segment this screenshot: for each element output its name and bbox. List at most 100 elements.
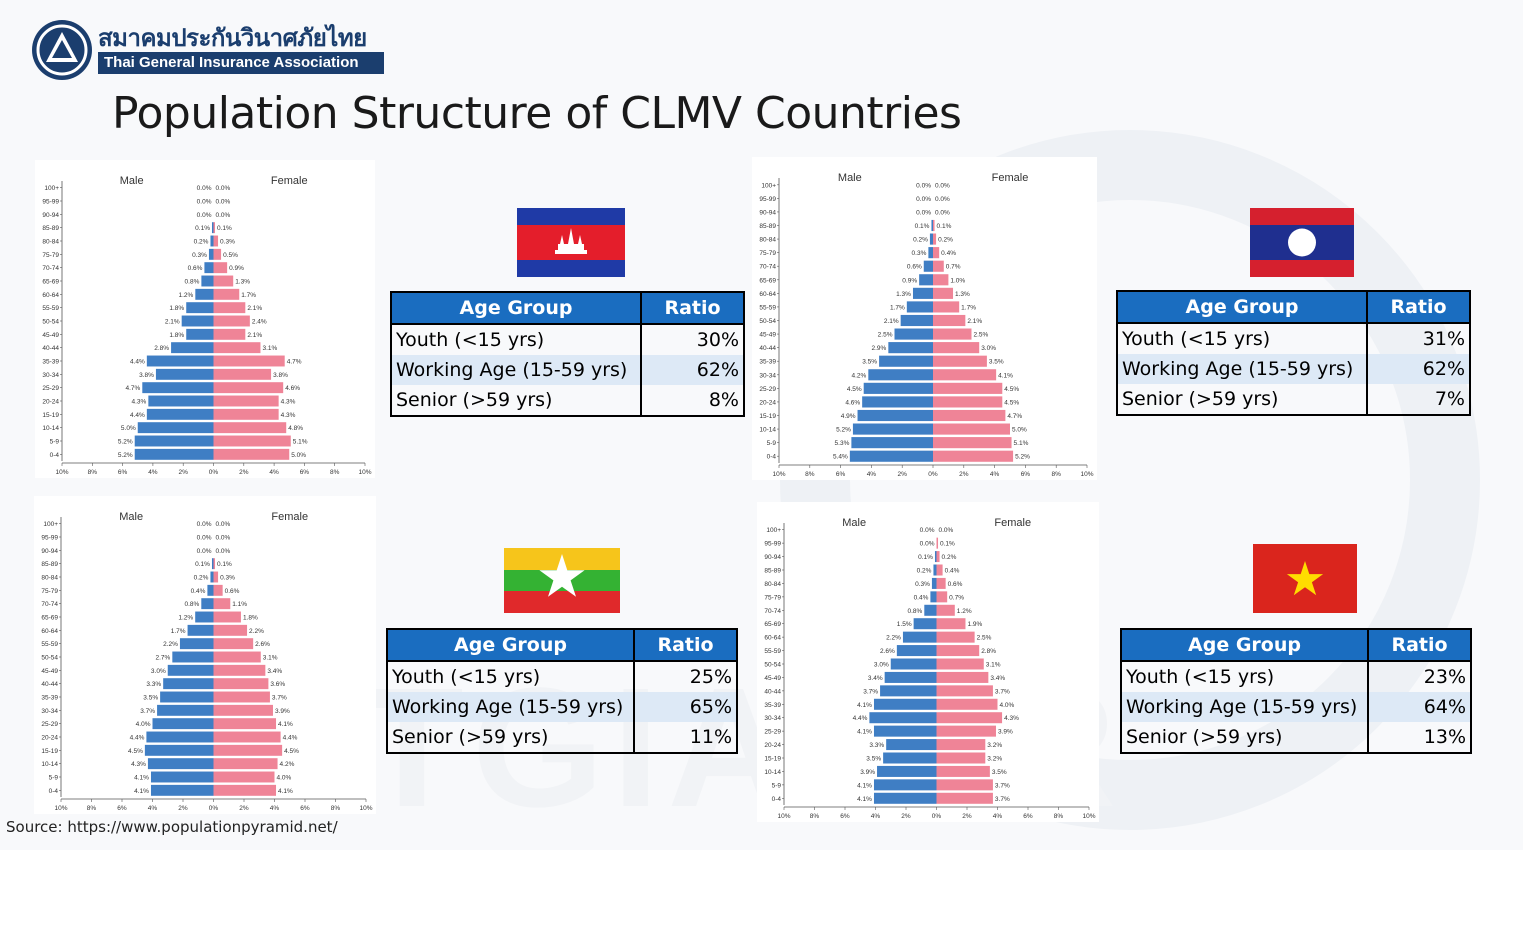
male-value-label: 0.0% bbox=[920, 527, 935, 534]
pyramid-svg: Male Female 100+ 0.0% 0.0% 95-99 0.0% 0.0% 90-94… bbox=[42, 175, 371, 476]
x-tick-label: 2% bbox=[178, 469, 188, 476]
ratio-cell: 13% bbox=[1423, 726, 1466, 748]
x-tick-label: 4% bbox=[148, 469, 158, 476]
male-value-label: 3.0% bbox=[874, 662, 889, 669]
female-value-label: 0.9% bbox=[229, 265, 244, 272]
female-bar bbox=[213, 704, 273, 716]
age-group-cell: Senior (>59 yrs) bbox=[391, 385, 642, 416]
male-bar bbox=[171, 342, 214, 354]
age-tick-label: 35-39 bbox=[42, 359, 59, 366]
female-bar bbox=[213, 691, 270, 703]
male-label: Male bbox=[120, 175, 144, 187]
male-bar bbox=[931, 577, 937, 589]
age-tick-label: 30-34 bbox=[42, 372, 59, 379]
age-tick-label: 40-44 bbox=[764, 688, 781, 695]
female-bar bbox=[213, 435, 291, 447]
male-value-label: 0.2% bbox=[194, 575, 209, 582]
x-tick-label: 4% bbox=[270, 805, 280, 812]
male-value-label: 2.2% bbox=[163, 641, 178, 648]
female-bar bbox=[213, 624, 248, 636]
male-bar bbox=[869, 712, 937, 724]
female-bar bbox=[936, 779, 993, 791]
female-bar bbox=[213, 235, 219, 247]
age-tick-label: 45-49 bbox=[41, 668, 58, 675]
x-tick-label: 10% bbox=[772, 471, 785, 478]
female-bar bbox=[213, 571, 219, 583]
male-value-label: 4.9% bbox=[841, 413, 856, 420]
age-tick-label: 100+ bbox=[44, 185, 59, 192]
female-bar bbox=[933, 287, 954, 299]
male-bar bbox=[862, 396, 933, 408]
male-value-label: 3.7% bbox=[863, 688, 878, 695]
ratio-header: Ratio bbox=[640, 291, 745, 325]
vietnam-population-pyramid: Male Female 100+ 0.0% 0.0% 95-99 0.0% 0.1% 90-94… bbox=[757, 502, 1099, 822]
x-tick-label: 0% bbox=[209, 469, 219, 476]
male-bar bbox=[912, 287, 933, 299]
female-bar bbox=[213, 342, 261, 354]
female-bar bbox=[936, 618, 966, 630]
female-value-label: 3.1% bbox=[986, 662, 1001, 669]
female-value-label: 3.7% bbox=[995, 782, 1010, 789]
female-value-label: 2.1% bbox=[247, 332, 262, 339]
male-bar bbox=[211, 222, 214, 234]
x-tick-label: 4% bbox=[871, 813, 881, 820]
table-row: Working Age (15-59 yrs) 65% bbox=[387, 692, 737, 722]
age-tick-label: 20-24 bbox=[759, 399, 776, 406]
male-bar bbox=[863, 382, 933, 394]
female-value-label: 4.7% bbox=[1007, 413, 1022, 420]
age-tick-label: 55-59 bbox=[759, 304, 776, 311]
female-bar bbox=[936, 631, 975, 643]
age-tick-label: 15-19 bbox=[759, 413, 776, 420]
age-tick-label: 90-94 bbox=[41, 548, 58, 555]
male-value-label: 2.6% bbox=[880, 648, 895, 655]
age-tick-label: 5-9 bbox=[49, 775, 59, 782]
laos-flag bbox=[1250, 208, 1354, 277]
age-tick-label: 35-39 bbox=[41, 695, 58, 702]
male-value-label: 4.4% bbox=[853, 715, 868, 722]
female-bar bbox=[936, 564, 943, 576]
x-tick-label: 8% bbox=[331, 805, 341, 812]
female-value-label: 4.5% bbox=[284, 748, 299, 755]
male-value-label: 3.7% bbox=[140, 708, 155, 715]
table-row: Senior (>59 yrs) 8% bbox=[391, 385, 744, 416]
age-tick-label: 85-89 bbox=[41, 561, 58, 568]
male-value-label: 1.2% bbox=[178, 615, 193, 622]
male-bar bbox=[868, 369, 933, 381]
female-value-label: 1.9% bbox=[967, 621, 982, 628]
age-tick-label: 10-14 bbox=[41, 761, 58, 768]
x-tick-label: 4% bbox=[990, 471, 1000, 478]
female-value-label: 1.2% bbox=[957, 608, 972, 615]
pyramid-svg: Male Female 100+ 0.0% 0.0% 95-99 0.0% 0.0% 90-94… bbox=[759, 172, 1093, 478]
female-bar bbox=[933, 437, 1012, 449]
male-value-label: 0.3% bbox=[192, 252, 207, 259]
male-value-label: 5.2% bbox=[118, 452, 133, 459]
female-label: Female bbox=[271, 511, 308, 523]
ratio-header: Ratio bbox=[1367, 628, 1472, 662]
female-bar bbox=[213, 558, 216, 570]
x-tick-label: 8% bbox=[330, 469, 340, 476]
female-bar bbox=[213, 651, 261, 663]
x-tick-label: 8% bbox=[1054, 813, 1064, 820]
female-bar bbox=[933, 355, 987, 367]
female-bar bbox=[933, 423, 1010, 435]
male-bar bbox=[851, 437, 933, 449]
male-value-label: 0.8% bbox=[907, 608, 922, 615]
female-value-label: 2.1% bbox=[247, 305, 262, 312]
male-bar bbox=[201, 598, 214, 610]
ratio-cell: 30% bbox=[641, 323, 744, 355]
age-tick-label: 5-9 bbox=[50, 439, 60, 446]
male-value-label: 0.2% bbox=[194, 239, 209, 246]
male-value-label: 4.5% bbox=[847, 386, 862, 393]
female-value-label: 3.5% bbox=[992, 769, 1007, 776]
female-value-label: 0.0% bbox=[216, 199, 231, 206]
male-bar bbox=[187, 624, 214, 636]
x-tick-label: 6% bbox=[1023, 813, 1033, 820]
age-tick-label: 20-24 bbox=[42, 399, 59, 406]
female-value-label: 0.1% bbox=[937, 223, 952, 230]
male-bar bbox=[150, 771, 214, 783]
female-bar bbox=[213, 784, 277, 796]
x-tick-label: 8% bbox=[87, 805, 97, 812]
age-tick-label: 15-19 bbox=[764, 756, 781, 763]
male-value-label: 0.0% bbox=[916, 182, 931, 189]
source-note: Source: https://www.populationpyramid.ne… bbox=[6, 818, 338, 836]
